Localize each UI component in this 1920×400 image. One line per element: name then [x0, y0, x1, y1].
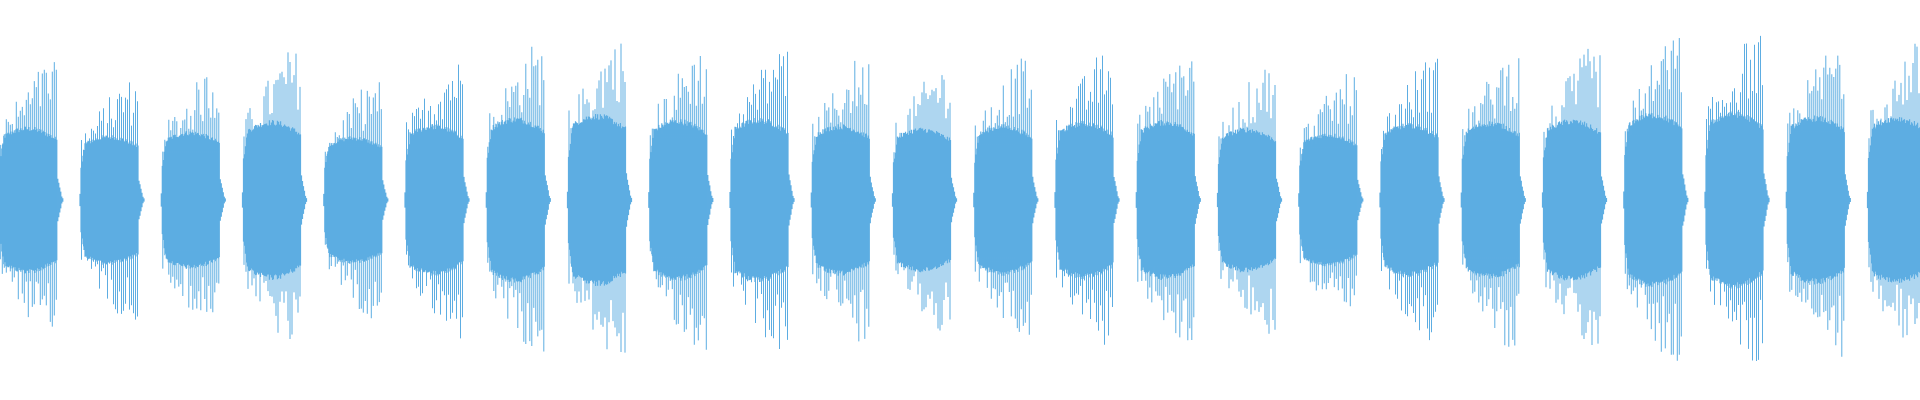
burst-spikes: [1543, 48, 1601, 345]
burst-spikes: [0, 62, 57, 327]
burst-spikes: [406, 64, 463, 339]
burst-spikes: [81, 82, 138, 320]
burst-spikes: [1462, 58, 1520, 347]
waveform-burst: [1216, 69, 1283, 334]
burst-spikes: [487, 46, 545, 352]
waveform-burst: [323, 82, 389, 319]
waveform-burst: [1785, 55, 1851, 357]
waveform-burst: [0, 62, 64, 327]
waveform-burst: [241, 52, 308, 339]
waveform-burst: [1460, 58, 1526, 347]
waveform-burst: [729, 51, 795, 349]
burst-spikes: [243, 52, 301, 339]
burst-spikes: [1381, 58, 1438, 341]
waveform-burst: [973, 58, 1039, 335]
waveform-burst: [1054, 55, 1120, 345]
burst-spikes: [974, 58, 1032, 335]
burst-spikes: [1218, 69, 1276, 334]
waveform-burst: [160, 77, 226, 313]
burst-spikes: [568, 43, 626, 353]
waveform-burst: [566, 43, 633, 353]
waveform-burst: [891, 75, 958, 331]
burst-spikes: [649, 56, 707, 350]
waveform-burst: [404, 64, 470, 339]
waveform-burst: [79, 82, 145, 320]
burst-spikes: [893, 75, 951, 331]
burst-spikes: [731, 51, 788, 349]
burst-spikes: [1624, 38, 1682, 361]
waveform-burst: [1541, 48, 1608, 345]
burst-spikes: [1137, 61, 1195, 341]
burst-spikes: [162, 77, 220, 313]
burst-spikes: [1299, 74, 1357, 307]
burst-spikes: [1868, 43, 1920, 338]
waveform-burst: [1623, 38, 1689, 361]
waveform-burst: [1379, 58, 1445, 341]
burst-spikes: [1787, 55, 1845, 357]
waveform-burst: [810, 60, 876, 342]
waveform-burst: [1866, 43, 1920, 338]
burst-spikes: [1056, 55, 1113, 345]
waveform-burst: [648, 56, 714, 350]
burst-spikes: [324, 82, 382, 319]
waveform-burst: [485, 46, 551, 352]
burst-core: [0, 126, 64, 274]
waveform-burst: [1298, 74, 1364, 307]
waveform-burst: [1704, 35, 1770, 361]
burst-spikes: [1706, 35, 1763, 361]
burst-spikes: [812, 60, 870, 342]
waveform-burst: [1135, 61, 1201, 341]
